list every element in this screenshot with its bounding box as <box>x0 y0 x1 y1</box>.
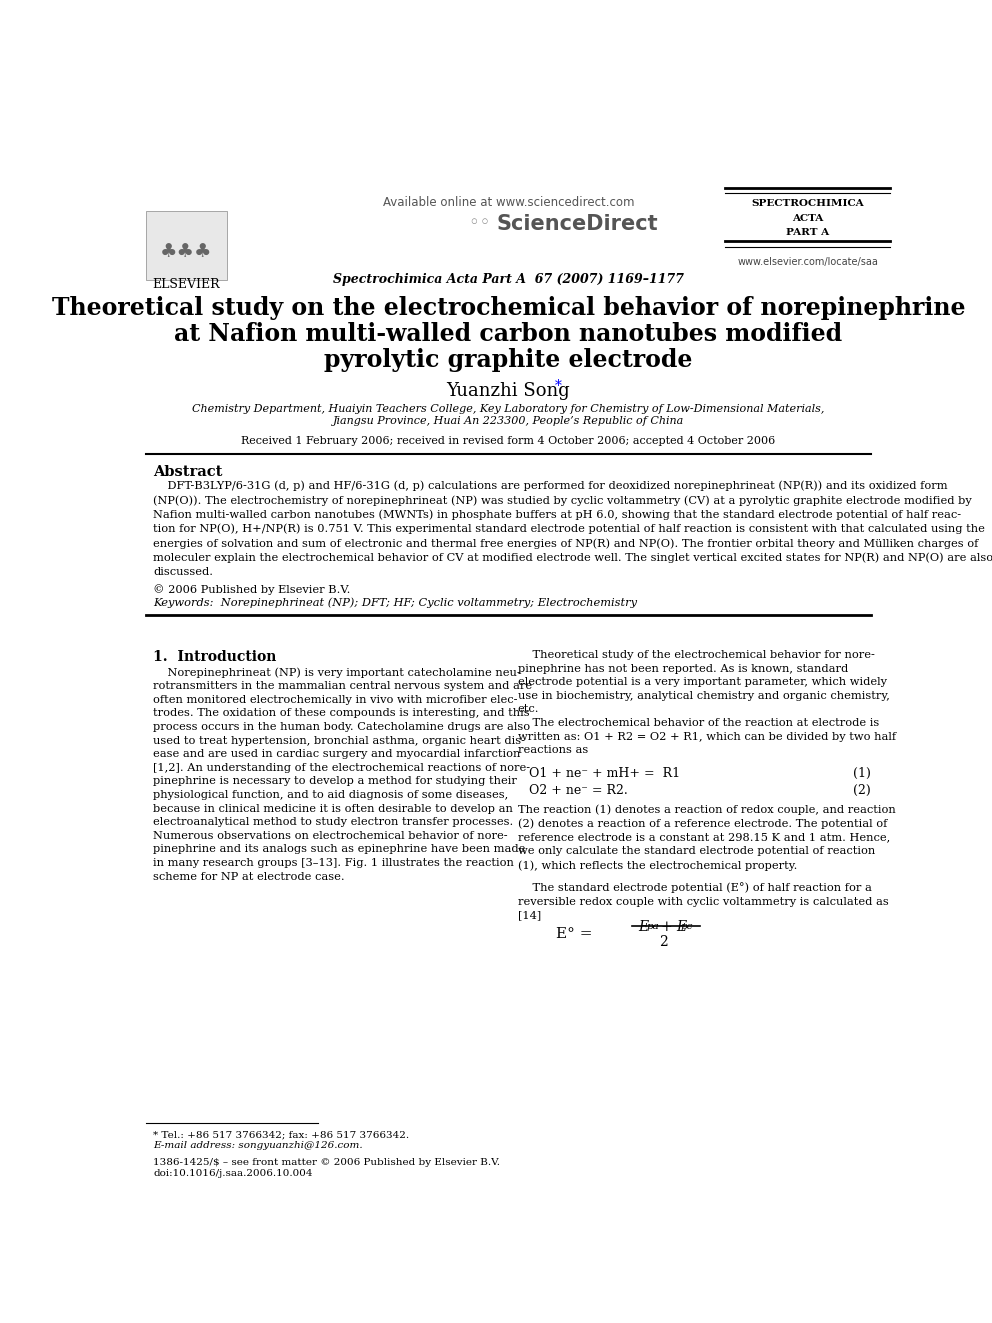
Text: + E: + E <box>661 919 687 934</box>
Text: Abstract: Abstract <box>154 466 223 479</box>
Text: Received 1 February 2006; received in revised form 4 October 2006; accepted 4 Oc: Received 1 February 2006; received in re… <box>241 437 776 446</box>
Text: www.elsevier.com/locate/saa: www.elsevier.com/locate/saa <box>737 257 878 267</box>
Text: The standard electrode potential (E°) of half reaction for a
reversible redox co: The standard electrode potential (E°) of… <box>518 882 889 921</box>
Text: E-mail address: songyuanzhi@126.com.: E-mail address: songyuanzhi@126.com. <box>154 1142 363 1150</box>
Text: E: E <box>638 919 648 934</box>
Text: (1): (1) <box>853 767 871 781</box>
Text: pc: pc <box>681 922 692 931</box>
Text: 2: 2 <box>659 935 668 949</box>
Text: at Nafion multi-walled carbon nanotubes modified: at Nafion multi-walled carbon nanotubes … <box>175 321 842 347</box>
Text: Theoretical study of the electrochemical behavior for nore-
pinephrine has not b: Theoretical study of the electrochemical… <box>518 650 896 755</box>
Text: DFT-B3LYP/6-31G (d, p) and HF/6-31G (d, p) calculations are performed for deoxid: DFT-B3LYP/6-31G (d, p) and HF/6-31G (d, … <box>154 480 992 577</box>
Text: Available online at www.sciencedirect.com: Available online at www.sciencedirect.co… <box>383 196 634 209</box>
Text: pyrolytic graphite electrode: pyrolytic graphite electrode <box>324 348 692 372</box>
Text: pa: pa <box>647 922 659 931</box>
Text: Spectrochimica Acta Part A  67 (2007) 1169–1177: Spectrochimica Acta Part A 67 (2007) 116… <box>333 273 683 286</box>
Text: © 2006 Published by Elsevier B.V.: © 2006 Published by Elsevier B.V. <box>154 583 351 594</box>
Text: ELSEVIER: ELSEVIER <box>152 278 220 291</box>
Text: SPECTROCHIMICA: SPECTROCHIMICA <box>751 198 864 208</box>
Text: * Tel.: +86 517 3766342; fax: +86 517 3766342.: * Tel.: +86 517 3766342; fax: +86 517 37… <box>154 1130 410 1139</box>
Text: 1.  Introduction: 1. Introduction <box>154 650 277 664</box>
Text: The reaction (1) denotes a reaction of redox couple, and reaction
(2) denotes a : The reaction (1) denotes a reaction of r… <box>518 804 896 871</box>
Text: ScienceDirect: ScienceDirect <box>496 214 658 234</box>
Text: Jiangsu Province, Huai An 223300, People’s Republic of China: Jiangsu Province, Huai An 223300, People… <box>332 415 684 426</box>
Text: Keywords:  Norepinephrineat (NP); DFT; HF; Cyclic voltammetry; Electrochemistry: Keywords: Norepinephrineat (NP); DFT; HF… <box>154 598 638 609</box>
Text: Norepinephrineat (NP) is very important catecholamine neu-
rotransmitters in the: Norepinephrineat (NP) is very important … <box>154 667 533 881</box>
Text: E° =: E° = <box>557 927 593 941</box>
Text: 1386-1425/$ – see front matter © 2006 Published by Elsevier B.V.: 1386-1425/$ – see front matter © 2006 Pu… <box>154 1158 500 1167</box>
Text: doi:10.1016/j.saa.2006.10.004: doi:10.1016/j.saa.2006.10.004 <box>154 1170 312 1177</box>
Text: O1 + ne⁻ + mH+ =  R1: O1 + ne⁻ + mH+ = R1 <box>530 767 681 781</box>
Text: *: * <box>555 378 561 393</box>
Text: Chemistry Department, Huaiyin Teachers College, Key Laboratory for Chemistry of : Chemistry Department, Huaiyin Teachers C… <box>192 404 824 414</box>
Text: O2 + ne⁻ = R2.: O2 + ne⁻ = R2. <box>530 785 628 796</box>
Text: PART A: PART A <box>786 228 829 237</box>
Text: ACTA: ACTA <box>792 214 823 224</box>
Text: Yuanzhi Song: Yuanzhi Song <box>446 382 570 400</box>
Text: (2): (2) <box>853 785 871 796</box>
Bar <box>146 212 227 280</box>
Text: Theoretical study on the electrochemical behavior of norepinephrine: Theoretical study on the electrochemical… <box>52 296 965 320</box>
Text: ♣♣♣: ♣♣♣ <box>160 242 212 261</box>
Text: ◦◦: ◦◦ <box>469 214 496 233</box>
